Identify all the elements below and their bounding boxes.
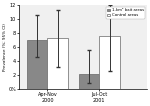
Bar: [47, 38, 68, 89]
Bar: [78, 74, 99, 89]
Bar: [27, 40, 47, 89]
Bar: [99, 36, 120, 89]
Legend: 1-km² bait areas, Control areas: 1-km² bait areas, Control areas: [106, 7, 145, 19]
Y-axis label: Prevalence (%; 95% CI): Prevalence (%; 95% CI): [3, 23, 7, 71]
